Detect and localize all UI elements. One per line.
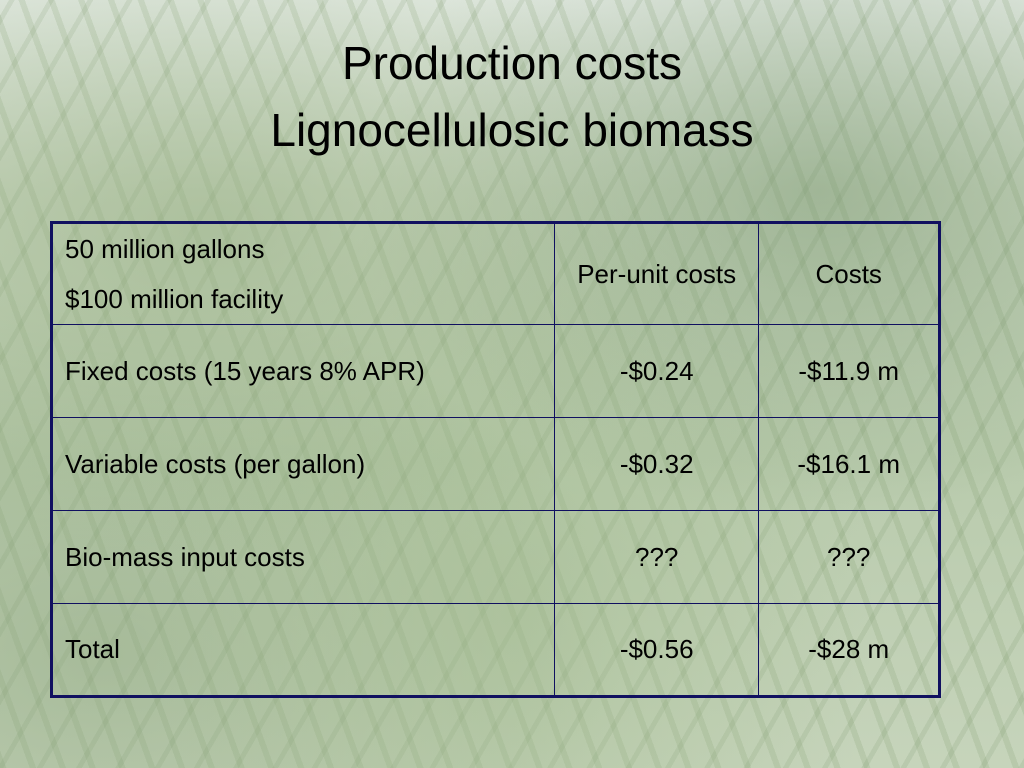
header-cell: Per-unit costs xyxy=(553,222,760,325)
table-body: 50 million gallons $100 million facility… xyxy=(51,222,940,697)
row-label: Bio-mass input costs xyxy=(51,510,555,604)
cost-cell: -$16.1 m xyxy=(758,417,940,511)
cost-cell: -$0.56 xyxy=(553,603,760,697)
header-line: $100 million facility xyxy=(65,284,284,314)
cost-cell: -$0.32 xyxy=(553,417,760,511)
row-label: Total xyxy=(51,603,555,697)
header-row: 50 million gallons $100 million facility… xyxy=(51,222,940,325)
header-cell: Costs xyxy=(758,222,940,325)
cost-table: 50 million gallons $100 million facility… xyxy=(50,221,941,698)
row-label: Variable costs (per gallon) xyxy=(51,417,555,511)
table-row: Fixed costs (15 years 8% APR) -$0.24 -$11.… xyxy=(51,324,940,418)
cost-cell: ??? xyxy=(553,510,760,604)
slide-subtitle: Lignocellulosic biomass xyxy=(270,104,754,156)
header-line: 50 million gallons xyxy=(65,234,265,264)
table-row: Bio-mass input costs?????? xyxy=(51,510,940,604)
cost-cell: ??? xyxy=(758,510,940,604)
table-row: Variable costs (per gallon) -$0.32 -$16.1 … xyxy=(51,417,940,511)
cost-cell: -$0.24 xyxy=(553,324,760,418)
cost-cell: -$28 m xyxy=(758,603,940,697)
row-label: Fixed costs (15 years 8% APR) xyxy=(51,324,555,418)
header-cell: 50 million gallons $100 million facility xyxy=(51,222,555,325)
cost-cell: -$11.9 m xyxy=(758,324,940,418)
slide-title: Production costs xyxy=(341,37,683,89)
table-row: Total -$0.56 -$28 m xyxy=(51,603,940,697)
